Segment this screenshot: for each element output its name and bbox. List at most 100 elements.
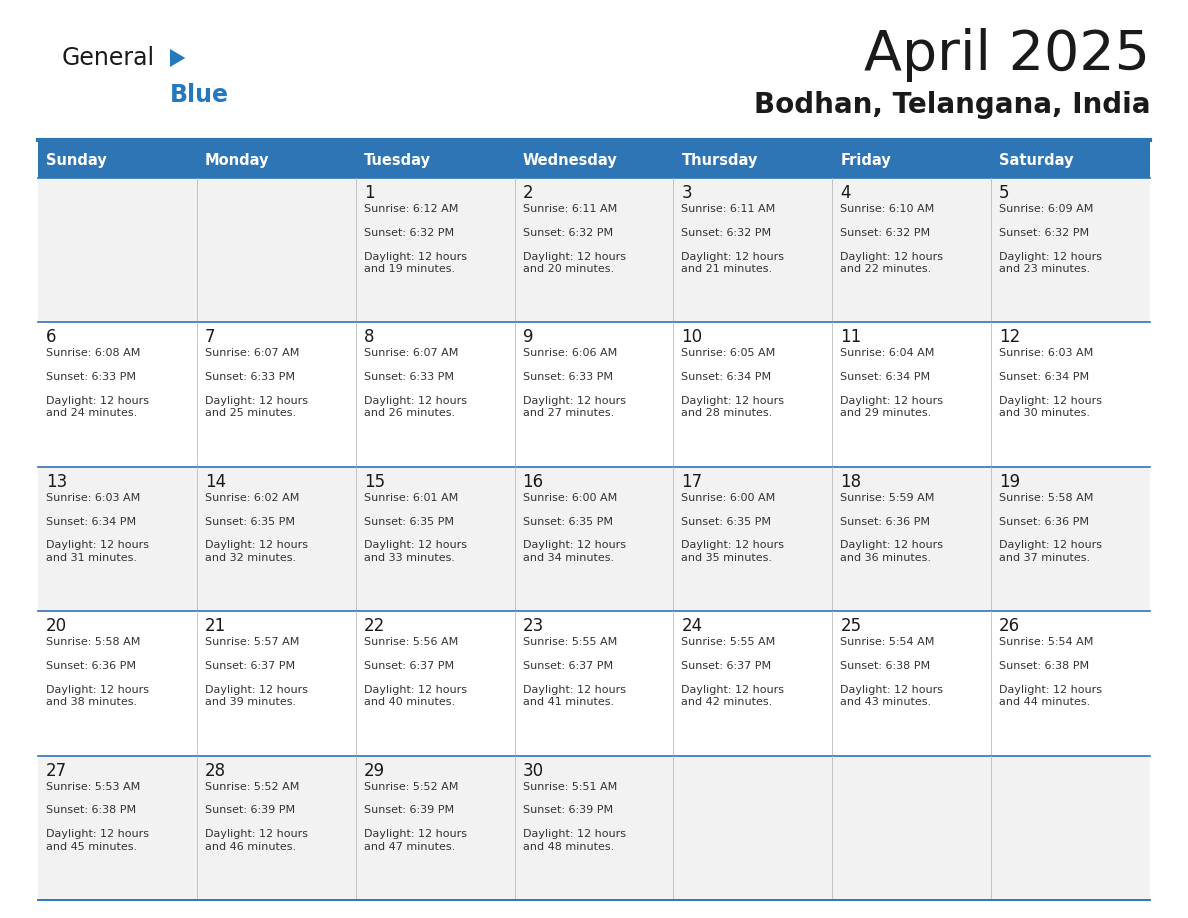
Text: Sunrise: 5:56 AM: Sunrise: 5:56 AM bbox=[364, 637, 457, 647]
Text: Daylight: 12 hours
and 31 minutes.: Daylight: 12 hours and 31 minutes. bbox=[46, 541, 148, 563]
Text: Daylight: 12 hours
and 28 minutes.: Daylight: 12 hours and 28 minutes. bbox=[682, 396, 784, 419]
Text: Sunset: 6:34 PM: Sunset: 6:34 PM bbox=[46, 517, 137, 527]
Text: Wednesday: Wednesday bbox=[523, 152, 618, 167]
Text: 18: 18 bbox=[840, 473, 861, 491]
Text: Sunrise: 6:05 AM: Sunrise: 6:05 AM bbox=[682, 349, 776, 358]
Text: Sunrise: 5:58 AM: Sunrise: 5:58 AM bbox=[999, 493, 1093, 503]
Text: Sunrise: 6:10 AM: Sunrise: 6:10 AM bbox=[840, 204, 935, 214]
Text: Daylight: 12 hours
and 40 minutes.: Daylight: 12 hours and 40 minutes. bbox=[364, 685, 467, 707]
Text: Friday: Friday bbox=[840, 152, 891, 167]
Text: Sunset: 6:33 PM: Sunset: 6:33 PM bbox=[204, 372, 295, 382]
Text: Sunrise: 6:01 AM: Sunrise: 6:01 AM bbox=[364, 493, 457, 503]
Bar bbox=[514, 142, 674, 178]
Text: Sunset: 6:33 PM: Sunset: 6:33 PM bbox=[46, 372, 135, 382]
Text: Daylight: 12 hours
and 29 minutes.: Daylight: 12 hours and 29 minutes. bbox=[840, 396, 943, 419]
Text: Sunrise: 6:03 AM: Sunrise: 6:03 AM bbox=[46, 493, 140, 503]
Text: 3: 3 bbox=[682, 184, 693, 202]
Text: Daylight: 12 hours
and 44 minutes.: Daylight: 12 hours and 44 minutes. bbox=[999, 685, 1102, 707]
Text: Sunset: 6:35 PM: Sunset: 6:35 PM bbox=[364, 517, 454, 527]
Text: 25: 25 bbox=[840, 617, 861, 635]
Text: Sunrise: 6:11 AM: Sunrise: 6:11 AM bbox=[682, 204, 776, 214]
Text: 19: 19 bbox=[999, 473, 1020, 491]
Text: Sunset: 6:34 PM: Sunset: 6:34 PM bbox=[840, 372, 930, 382]
Text: Monday: Monday bbox=[204, 152, 270, 167]
Text: Daylight: 12 hours
and 26 minutes.: Daylight: 12 hours and 26 minutes. bbox=[364, 396, 467, 419]
Text: Sunrise: 6:04 AM: Sunrise: 6:04 AM bbox=[840, 349, 935, 358]
Text: Sunset: 6:38 PM: Sunset: 6:38 PM bbox=[46, 805, 137, 815]
Text: Saturday: Saturday bbox=[999, 152, 1074, 167]
Text: 11: 11 bbox=[840, 329, 861, 346]
Text: 27: 27 bbox=[46, 762, 68, 779]
Text: Sunrise: 6:06 AM: Sunrise: 6:06 AM bbox=[523, 349, 617, 358]
Bar bbox=[833, 142, 991, 178]
Text: 10: 10 bbox=[682, 329, 702, 346]
Text: Daylight: 12 hours
and 34 minutes.: Daylight: 12 hours and 34 minutes. bbox=[523, 541, 626, 563]
Text: Blue: Blue bbox=[170, 83, 229, 107]
Text: Sunset: 6:39 PM: Sunset: 6:39 PM bbox=[523, 805, 613, 815]
Text: Daylight: 12 hours
and 37 minutes.: Daylight: 12 hours and 37 minutes. bbox=[999, 541, 1102, 563]
Text: Daylight: 12 hours
and 35 minutes.: Daylight: 12 hours and 35 minutes. bbox=[682, 541, 784, 563]
Text: Sunset: 6:32 PM: Sunset: 6:32 PM bbox=[364, 228, 454, 238]
Text: 26: 26 bbox=[999, 617, 1020, 635]
Text: Daylight: 12 hours
and 48 minutes.: Daylight: 12 hours and 48 minutes. bbox=[523, 829, 626, 852]
Text: Sunrise: 5:58 AM: Sunrise: 5:58 AM bbox=[46, 637, 140, 647]
Bar bbox=[38, 611, 1150, 756]
Text: Sunset: 6:32 PM: Sunset: 6:32 PM bbox=[999, 228, 1089, 238]
Text: Daylight: 12 hours
and 47 minutes.: Daylight: 12 hours and 47 minutes. bbox=[364, 829, 467, 852]
Text: Tuesday: Tuesday bbox=[364, 152, 431, 167]
Text: Sunrise: 6:12 AM: Sunrise: 6:12 AM bbox=[364, 204, 459, 214]
Text: 24: 24 bbox=[682, 617, 702, 635]
Text: Daylight: 12 hours
and 32 minutes.: Daylight: 12 hours and 32 minutes. bbox=[204, 541, 308, 563]
Bar bbox=[38, 756, 1150, 900]
Text: Sunset: 6:32 PM: Sunset: 6:32 PM bbox=[682, 228, 771, 238]
Text: Sunset: 6:32 PM: Sunset: 6:32 PM bbox=[840, 228, 930, 238]
Text: Sunrise: 5:52 AM: Sunrise: 5:52 AM bbox=[364, 781, 459, 791]
Text: Sunset: 6:36 PM: Sunset: 6:36 PM bbox=[999, 517, 1089, 527]
Bar bbox=[38, 142, 197, 178]
Text: Daylight: 12 hours
and 33 minutes.: Daylight: 12 hours and 33 minutes. bbox=[364, 541, 467, 563]
Text: Daylight: 12 hours
and 23 minutes.: Daylight: 12 hours and 23 minutes. bbox=[999, 252, 1102, 274]
Polygon shape bbox=[170, 49, 185, 67]
Text: 12: 12 bbox=[999, 329, 1020, 346]
Text: Sunrise: 6:11 AM: Sunrise: 6:11 AM bbox=[523, 204, 617, 214]
Text: 6: 6 bbox=[46, 329, 57, 346]
Text: Sunrise: 5:54 AM: Sunrise: 5:54 AM bbox=[840, 637, 935, 647]
Text: 30: 30 bbox=[523, 762, 544, 779]
Text: Sunset: 6:35 PM: Sunset: 6:35 PM bbox=[682, 517, 771, 527]
Text: Sunset: 6:36 PM: Sunset: 6:36 PM bbox=[840, 517, 930, 527]
Text: Daylight: 12 hours
and 46 minutes.: Daylight: 12 hours and 46 minutes. bbox=[204, 829, 308, 852]
Text: Sunrise: 5:51 AM: Sunrise: 5:51 AM bbox=[523, 781, 617, 791]
Text: Sunrise: 6:00 AM: Sunrise: 6:00 AM bbox=[682, 493, 776, 503]
Text: 29: 29 bbox=[364, 762, 385, 779]
Text: 15: 15 bbox=[364, 473, 385, 491]
Text: Sunset: 6:32 PM: Sunset: 6:32 PM bbox=[523, 228, 613, 238]
Text: Sunrise: 6:07 AM: Sunrise: 6:07 AM bbox=[364, 349, 459, 358]
Text: Sunset: 6:37 PM: Sunset: 6:37 PM bbox=[204, 661, 295, 671]
Bar bbox=[674, 142, 833, 178]
Text: 21: 21 bbox=[204, 617, 226, 635]
Text: 9: 9 bbox=[523, 329, 533, 346]
Text: Sunrise: 6:09 AM: Sunrise: 6:09 AM bbox=[999, 204, 1093, 214]
Text: 2: 2 bbox=[523, 184, 533, 202]
Text: Daylight: 12 hours
and 19 minutes.: Daylight: 12 hours and 19 minutes. bbox=[364, 252, 467, 274]
Bar bbox=[38, 466, 1150, 611]
Text: 23: 23 bbox=[523, 617, 544, 635]
Text: Daylight: 12 hours
and 36 minutes.: Daylight: 12 hours and 36 minutes. bbox=[840, 541, 943, 563]
Text: Sunset: 6:35 PM: Sunset: 6:35 PM bbox=[523, 517, 613, 527]
Text: Sunset: 6:33 PM: Sunset: 6:33 PM bbox=[364, 372, 454, 382]
Text: Sunset: 6:38 PM: Sunset: 6:38 PM bbox=[999, 661, 1089, 671]
Text: Sunrise: 5:57 AM: Sunrise: 5:57 AM bbox=[204, 637, 299, 647]
Text: 8: 8 bbox=[364, 329, 374, 346]
Text: Daylight: 12 hours
and 22 minutes.: Daylight: 12 hours and 22 minutes. bbox=[840, 252, 943, 274]
Text: Sunrise: 5:59 AM: Sunrise: 5:59 AM bbox=[840, 493, 935, 503]
Text: Sunrise: 5:55 AM: Sunrise: 5:55 AM bbox=[682, 637, 776, 647]
Bar bbox=[197, 142, 355, 178]
Text: 13: 13 bbox=[46, 473, 68, 491]
Text: Sunrise: 5:53 AM: Sunrise: 5:53 AM bbox=[46, 781, 140, 791]
Text: Bodhan, Telangana, India: Bodhan, Telangana, India bbox=[753, 91, 1150, 119]
Text: Sunday: Sunday bbox=[46, 152, 107, 167]
Text: Sunrise: 5:54 AM: Sunrise: 5:54 AM bbox=[999, 637, 1093, 647]
Bar bbox=[991, 142, 1150, 178]
Text: 5: 5 bbox=[999, 184, 1010, 202]
Text: Daylight: 12 hours
and 42 minutes.: Daylight: 12 hours and 42 minutes. bbox=[682, 685, 784, 707]
